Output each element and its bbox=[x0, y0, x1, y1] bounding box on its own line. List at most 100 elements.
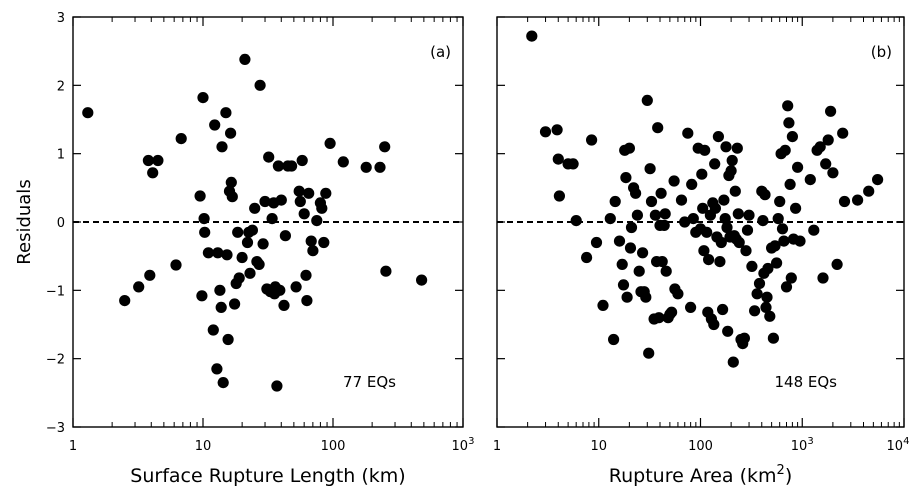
data-point bbox=[278, 299, 290, 311]
panel-label: (a) bbox=[430, 43, 451, 61]
data-point bbox=[625, 221, 638, 234]
y-axis-title: Residuals bbox=[14, 179, 35, 264]
x-axis-title-main: Surface Rupture Length (km) bbox=[130, 465, 405, 487]
data-point bbox=[222, 333, 234, 346]
data-point bbox=[290, 281, 302, 293]
data-point bbox=[727, 356, 739, 368]
data-point bbox=[170, 259, 182, 271]
data-point bbox=[279, 230, 291, 242]
panel-a: −3 −2 −1 0 1 2 3 1 10 100 103 Surface Rupture Lengt… bbox=[46, 11, 475, 487]
data-point bbox=[774, 195, 786, 208]
data-point bbox=[301, 295, 313, 307]
data-point bbox=[539, 126, 552, 138]
data-point bbox=[214, 284, 226, 296]
data-point bbox=[215, 301, 227, 313]
data-point bbox=[759, 189, 771, 201]
data-point bbox=[616, 258, 628, 270]
data-point bbox=[144, 269, 156, 281]
data-point bbox=[199, 226, 211, 238]
data-point bbox=[822, 134, 834, 146]
data-point bbox=[272, 160, 284, 172]
data-point bbox=[254, 79, 266, 91]
data-point bbox=[211, 363, 223, 375]
data-point bbox=[298, 208, 310, 220]
data-point bbox=[551, 124, 563, 136]
data-point bbox=[685, 301, 697, 313]
data-point bbox=[296, 154, 308, 167]
data-point bbox=[794, 235, 806, 247]
data-point bbox=[271, 380, 283, 392]
data-point bbox=[771, 257, 783, 269]
data-point bbox=[274, 284, 286, 296]
data-point bbox=[708, 318, 720, 331]
data-point bbox=[225, 127, 237, 139]
y-tick-label: 1 bbox=[57, 148, 65, 163]
data-point bbox=[641, 94, 653, 106]
data-point bbox=[320, 187, 332, 199]
data-point bbox=[198, 213, 210, 225]
data-point bbox=[785, 272, 797, 284]
data-point bbox=[209, 119, 221, 131]
data-point bbox=[649, 209, 662, 221]
data-point bbox=[790, 202, 802, 214]
x-tick-exponent: 3 bbox=[807, 436, 813, 447]
data-point bbox=[666, 306, 678, 318]
data-point bbox=[316, 202, 328, 214]
data-point bbox=[380, 265, 392, 277]
data-point bbox=[259, 195, 271, 208]
data-point bbox=[872, 174, 884, 186]
x-axis-title-tail: ) bbox=[785, 465, 792, 487]
data-point bbox=[653, 312, 665, 324]
data-point bbox=[567, 158, 579, 170]
data-point bbox=[764, 310, 776, 322]
data-point bbox=[696, 168, 708, 180]
x-tick-label: 100 bbox=[688, 439, 713, 454]
data-point bbox=[838, 195, 851, 208]
data-point bbox=[609, 195, 621, 208]
data-point bbox=[241, 236, 254, 249]
data-point bbox=[741, 224, 754, 236]
data-point bbox=[617, 279, 630, 291]
data-point bbox=[311, 215, 323, 227]
data-point bbox=[659, 208, 671, 220]
data-point bbox=[782, 100, 794, 112]
data-point bbox=[196, 290, 208, 302]
data-point bbox=[699, 144, 711, 156]
data-point bbox=[232, 226, 244, 238]
data-point bbox=[738, 332, 751, 344]
data-point bbox=[318, 236, 330, 249]
data-point bbox=[658, 219, 670, 231]
data-point bbox=[740, 245, 752, 257]
data-point bbox=[225, 176, 237, 188]
data-point bbox=[621, 291, 633, 303]
x-tick-label: 100 bbox=[321, 439, 346, 454]
data-point bbox=[655, 187, 667, 199]
data-point bbox=[701, 226, 713, 238]
data-point bbox=[552, 153, 564, 165]
panel-label: (b) bbox=[871, 43, 892, 61]
data-point bbox=[175, 133, 187, 145]
data-point bbox=[717, 303, 729, 316]
data-point bbox=[852, 194, 864, 206]
data-point bbox=[725, 165, 737, 177]
earthquake-count-label: 77 EQs bbox=[343, 373, 396, 391]
data-point bbox=[133, 281, 145, 293]
data-point bbox=[709, 202, 722, 214]
data-point bbox=[761, 291, 773, 303]
data-point bbox=[645, 195, 658, 208]
data-point bbox=[217, 377, 229, 389]
x-tick-exponent: 3 bbox=[468, 436, 474, 447]
data-point bbox=[825, 105, 837, 117]
data-point bbox=[863, 185, 875, 197]
data-point bbox=[760, 301, 772, 313]
data-point bbox=[837, 127, 849, 139]
data-point bbox=[620, 172, 632, 184]
data-point bbox=[570, 215, 582, 227]
data-point bbox=[152, 154, 164, 167]
data-point bbox=[780, 281, 793, 293]
data-point bbox=[697, 202, 709, 214]
data-point bbox=[303, 187, 315, 199]
data-point bbox=[733, 236, 745, 249]
data-point bbox=[226, 191, 238, 203]
data-point bbox=[660, 265, 672, 277]
